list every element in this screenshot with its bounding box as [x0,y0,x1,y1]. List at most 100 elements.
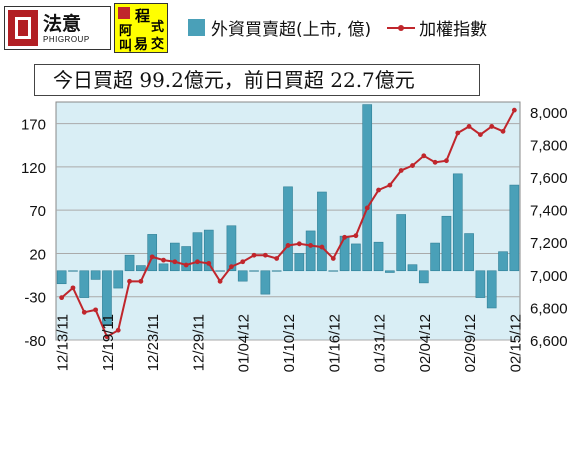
index-point [500,128,506,134]
badge-char-5: 叫 [119,39,133,54]
index-point [183,262,189,268]
bar [498,251,508,272]
badge-char-1: 程 [135,7,151,25]
y-right-tick-label: 6,600 [530,333,568,350]
x-tick-label: 12/29/11 [191,314,208,371]
index-point [432,159,438,165]
y-right-tick-label: 7,400 [530,203,568,220]
bar [418,270,429,284]
index-point [217,278,223,284]
bar [328,270,339,272]
legend-bar-swatch [188,18,205,36]
index-point [229,264,234,270]
bar [475,270,486,298]
y-left-tick-label: 70 [29,203,46,220]
y-left-tick-label: 170 [21,117,46,134]
fayi-logo: 法意 PHIGROUP [4,6,111,50]
index-point [421,153,427,159]
index-point [410,163,415,168]
index-point [489,124,495,129]
bar [158,263,169,272]
bar [237,270,248,282]
brand-name: 法意 [43,13,82,35]
y-right-tick-label: 7,800 [530,137,568,154]
index-point [206,260,212,266]
bar [226,225,237,272]
index-point [330,256,336,261]
index-point [172,259,178,265]
index-point [104,334,110,340]
bar [317,191,327,272]
index-point [285,243,291,248]
chart-legend: 外資買賣超(上市, 億) 加權指數 [188,14,487,40]
index-point [398,168,404,173]
index-point [319,244,325,250]
index-point [149,254,155,260]
legend-line-swatch [387,19,416,36]
x-tick-label: 12/19/11 [100,314,117,371]
x-tick-label: 01/16/12 [326,314,343,372]
y-right-tick-label: 6,800 [530,300,568,317]
bar [385,270,395,273]
index-point [364,205,370,211]
x-tick-label: 02/15/12 [507,314,524,372]
y-left-tick-label: -80 [24,333,46,350]
index-point [342,234,347,240]
badge-char-3: 交 [151,37,165,52]
x-tick-label: 12/13/11 [55,314,72,371]
bar [396,214,406,272]
bar [294,253,305,272]
index-point [127,278,132,284]
index-point [195,259,200,265]
bar [102,270,112,326]
index-point [296,241,302,247]
badge-char-4: 阿 [119,24,133,39]
badge-char-6: 易 [134,37,148,53]
bar [509,184,520,272]
y-left-tick-label: -30 [24,290,46,307]
index-point [466,124,472,129]
bar [192,232,203,272]
index-point [70,285,76,291]
x-tick-label: 01/04/12 [236,314,253,372]
bar [203,229,214,272]
index-point [138,278,144,284]
bar [464,233,474,272]
x-tick-label: 02/09/12 [462,314,479,372]
bar [215,270,225,272]
bar [260,270,271,295]
bar [249,270,259,272]
bar [271,270,282,272]
index-point [240,259,246,265]
x-tick-label: 01/10/12 [281,314,298,372]
bar [283,186,293,272]
bar [136,265,146,272]
index-point [274,256,280,261]
bar [181,246,191,272]
y-right-tick-label: 7,200 [530,235,568,252]
badge-char-2: 式 [151,20,165,35]
index-point [353,233,359,239]
badge-seal-icon [118,7,130,19]
x-tick-label: 02/04/12 [417,314,434,372]
y-left-tick-label: 120 [21,160,46,177]
net-buy-annotation: 今日買超 99.2億元，前日買超 22.7億元 [34,64,480,96]
y-right-tick-label: 8,000 [530,105,568,122]
index-point [161,257,166,263]
bar [430,242,440,272]
bar [170,242,180,272]
index-point [511,107,517,113]
index-point [455,130,461,136]
bar [90,270,101,280]
brand-en: PHIGROUP [43,35,90,44]
bar [407,264,418,272]
y-left-tick-label: 20 [29,246,46,263]
bar [351,243,361,272]
y-right-tick-label: 7,600 [530,170,568,187]
bar [56,270,67,285]
index-point [262,252,268,258]
index-point [387,182,393,188]
bar [362,104,373,272]
bar [373,241,384,272]
